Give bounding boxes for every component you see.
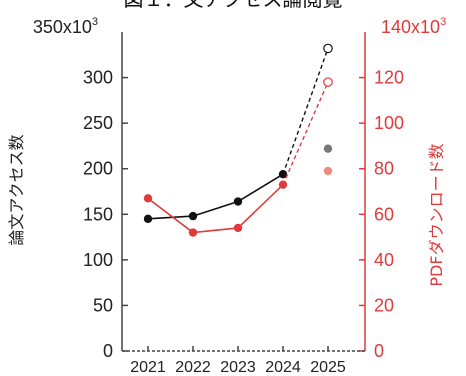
access-data-point [278, 169, 288, 179]
download-series-line [147, 184, 284, 234]
left-tick-label: 250 [83, 113, 113, 133]
access-data-point [233, 197, 243, 206]
download-data-point [233, 223, 243, 233]
right-axis-label: PDFダウンロード数 [427, 143, 446, 286]
left-axis-unit: 350x103 [33, 16, 98, 37]
access-projection-line [282, 48, 329, 175]
left-tick-label: 300 [83, 68, 113, 88]
download-projection-line [282, 81, 329, 185]
left-tick-label: 0 [103, 341, 113, 361]
download-projection-point [323, 77, 333, 87]
access-series-line [147, 173, 284, 220]
left-tick-label: 50 [93, 295, 113, 315]
x-tick-label: 2021 [130, 359, 166, 376]
left-tick-label: 150 [83, 204, 113, 224]
x-tick-label: 2023 [220, 359, 256, 376]
chart-title: 図１：文アクセス論閲覧 [124, 0, 343, 11]
download-data-point [278, 180, 288, 189]
right-tick-label: 0 [374, 341, 384, 361]
access-extra-point [323, 144, 333, 153]
right-tick-label: 60 [374, 204, 394, 224]
x-tick-label: 2025 [310, 359, 346, 376]
right-tick-label: 80 [374, 159, 394, 179]
right-tick-label: 20 [374, 295, 394, 315]
right-tick-label: 40 [374, 250, 394, 270]
right-axis: 140x103 0 20 40 60 80 100 120 PDFダウンロード数 [359, 16, 446, 361]
download-data-point [143, 194, 153, 203]
left-axis-label: 論文アクセス数 [7, 134, 26, 245]
access-data-point [143, 214, 153, 224]
x-tick-label: 2022 [175, 359, 211, 376]
right-tick-label: 100 [374, 113, 404, 133]
left-tick-label: 200 [83, 159, 113, 179]
x-tick-label: 2024 [265, 359, 301, 376]
access-projection-point [323, 43, 333, 54]
download-data-point [188, 228, 198, 237]
right-axis-unit: 140x103 [381, 16, 446, 37]
right-tick-label: 120 [374, 68, 404, 88]
left-axis: 350x103 0 50 100 150 200 250 300 論文アクセス数 [7, 16, 128, 361]
left-tick-label: 100 [83, 250, 113, 270]
download-extra-point [323, 166, 333, 176]
access-data-point [188, 211, 198, 221]
